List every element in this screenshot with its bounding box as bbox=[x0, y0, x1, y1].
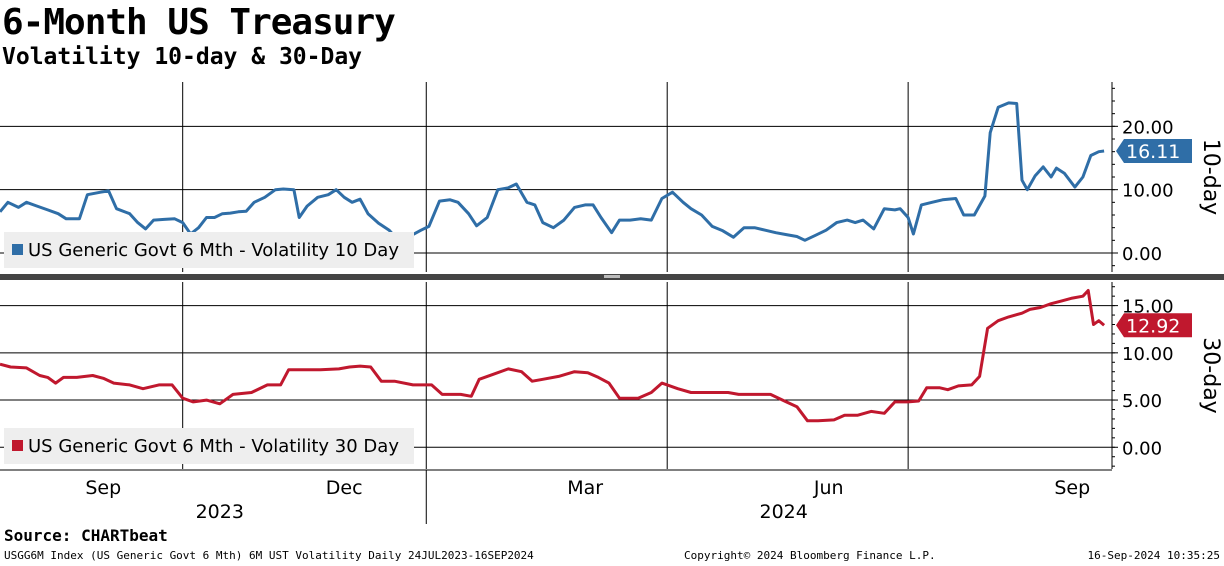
legend-box-30 bbox=[4, 428, 414, 464]
ytick-label-30-2: 5.00 bbox=[1122, 391, 1162, 412]
legend-box-10 bbox=[4, 232, 414, 268]
last-value-tag-30 bbox=[1116, 313, 1192, 338]
ytick-label-30-1: 10.00 bbox=[1122, 344, 1174, 365]
ytick-label-10-2: 0.00 bbox=[1122, 244, 1162, 265]
legend-swatch-10 bbox=[12, 244, 23, 255]
panel-separator-grip bbox=[604, 275, 620, 278]
ytick-label-30-0: 15.00 bbox=[1122, 297, 1174, 318]
footer-index-info: USGG6M Index (US Generic Govt 6 Mth) 6M … bbox=[4, 549, 534, 562]
chart-title: 6-Month US Treasury bbox=[2, 2, 396, 43]
chart-subtitle: Volatility 10-day & 30-Day bbox=[2, 44, 363, 70]
last-value-label-10: 16.11 bbox=[1126, 141, 1180, 163]
panel-ylabel-30: 30-day bbox=[1198, 337, 1223, 413]
series-line-30-day bbox=[0, 289, 1106, 423]
series-line-10-day bbox=[0, 101, 1105, 242]
legend-swatch-30 bbox=[12, 440, 23, 451]
ytick-label-10-0: 20.00 bbox=[1122, 117, 1174, 138]
source-note: Source: CHARTbeat bbox=[4, 526, 168, 545]
year-label-1: 2024 bbox=[760, 501, 808, 523]
panel-ylabel-10: 10-day bbox=[1198, 139, 1223, 215]
legend-label-30: US Generic Govt 6 Mth - Volatility 30 Da… bbox=[28, 436, 399, 457]
last-value-tag-10 bbox=[1116, 138, 1192, 163]
footer-copyright: Copyright© 2024 Bloomberg Finance L.P. bbox=[684, 549, 936, 562]
month-label-2: Mar bbox=[567, 477, 603, 499]
year-label-0: 2023 bbox=[196, 501, 244, 523]
panel-10-day: 20.00 10.00 0.00 US Generic Govt 6 Mth - Vo… bbox=[0, 82, 1223, 272]
ytick-label-30-3: 0.00 bbox=[1122, 438, 1162, 459]
last-value-label-30: 12.92 bbox=[1126, 315, 1180, 337]
panel-30-day: 15.00 10.00 5.00 0.00 US Generic Govt 6 Mth … bbox=[0, 282, 1223, 469]
x-axis: Sep Dec Mar Jun Sep 2023 2024 bbox=[0, 274, 1224, 524]
footer-timestamp: 16-Sep-2024 10:35:25 bbox=[1087, 549, 1220, 562]
month-label-4: Sep bbox=[1054, 477, 1090, 499]
month-label-1: Dec bbox=[326, 477, 363, 499]
month-label-3: Jun bbox=[813, 477, 844, 499]
month-label-0: Sep bbox=[85, 477, 121, 499]
legend-label-10: US Generic Govt 6 Mth - Volatility 10 Da… bbox=[28, 240, 399, 261]
ytick-label-10-1: 10.00 bbox=[1122, 181, 1174, 202]
